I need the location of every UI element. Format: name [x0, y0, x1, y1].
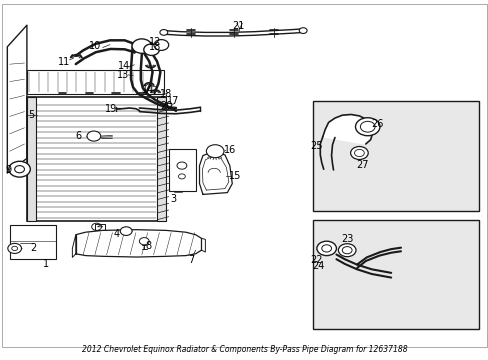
Circle shape [299, 28, 306, 33]
Circle shape [354, 149, 364, 157]
Text: 2: 2 [30, 243, 36, 253]
Circle shape [15, 166, 24, 173]
Text: 14: 14 [118, 60, 130, 71]
Text: 21: 21 [232, 21, 244, 31]
Polygon shape [199, 152, 232, 194]
Text: 20: 20 [160, 101, 172, 111]
Bar [312, 220, 478, 329]
Circle shape [132, 39, 151, 53]
Circle shape [160, 30, 167, 35]
Bar [10, 225, 56, 259]
Text: 23: 23 [340, 234, 353, 244]
Polygon shape [72, 235, 76, 257]
Text: 12: 12 [149, 37, 162, 48]
Bar [157, 97, 166, 221]
Text: 27: 27 [356, 160, 368, 170]
Circle shape [342, 247, 351, 254]
Bar [168, 149, 195, 191]
Polygon shape [201, 238, 205, 252]
Circle shape [178, 174, 185, 179]
Polygon shape [7, 25, 27, 173]
Text: 15: 15 [228, 171, 241, 181]
Text: 3: 3 [170, 194, 176, 204]
Text: 26: 26 [370, 119, 383, 129]
Text: 8: 8 [145, 240, 151, 251]
Text: 6: 6 [75, 131, 81, 141]
Text: 19: 19 [105, 104, 118, 114]
Text: 18: 18 [149, 42, 162, 52]
Circle shape [177, 162, 186, 169]
Circle shape [12, 246, 18, 251]
Circle shape [8, 243, 21, 253]
Circle shape [120, 227, 132, 235]
Circle shape [338, 244, 355, 257]
Text: 7: 7 [188, 255, 194, 265]
Text: 13: 13 [117, 70, 129, 80]
Circle shape [316, 241, 336, 256]
Circle shape [360, 121, 374, 132]
Text: 18: 18 [160, 89, 172, 99]
Circle shape [139, 238, 149, 245]
Text: 1: 1 [43, 258, 49, 269]
Circle shape [154, 40, 168, 50]
Circle shape [350, 147, 367, 159]
Text: 25: 25 [310, 141, 323, 151]
Text: 14: 14 [141, 85, 154, 95]
Text: 5: 5 [29, 110, 35, 120]
Text: 10: 10 [89, 41, 102, 51]
Circle shape [87, 131, 101, 141]
Text: 9: 9 [6, 165, 12, 175]
Text: 16: 16 [223, 145, 236, 156]
Text: 24: 24 [312, 261, 325, 271]
Circle shape [143, 44, 159, 55]
Bar [27, 70, 163, 94]
Text: 17: 17 [167, 96, 180, 106]
Text: 22: 22 [310, 255, 323, 265]
Text: 4: 4 [113, 229, 119, 239]
Bar [312, 101, 478, 211]
Circle shape [355, 118, 379, 136]
Circle shape [321, 245, 331, 252]
Text: 11: 11 [58, 57, 71, 67]
Bar [27, 97, 166, 221]
Circle shape [9, 161, 30, 177]
Polygon shape [322, 114, 372, 144]
Bar [27, 97, 36, 221]
Circle shape [206, 145, 224, 158]
Text: 2012 Chevrolet Equinox Radiator & Components By-Pass Pipe Diagram for 12637188: 2012 Chevrolet Equinox Radiator & Compon… [81, 345, 407, 354]
